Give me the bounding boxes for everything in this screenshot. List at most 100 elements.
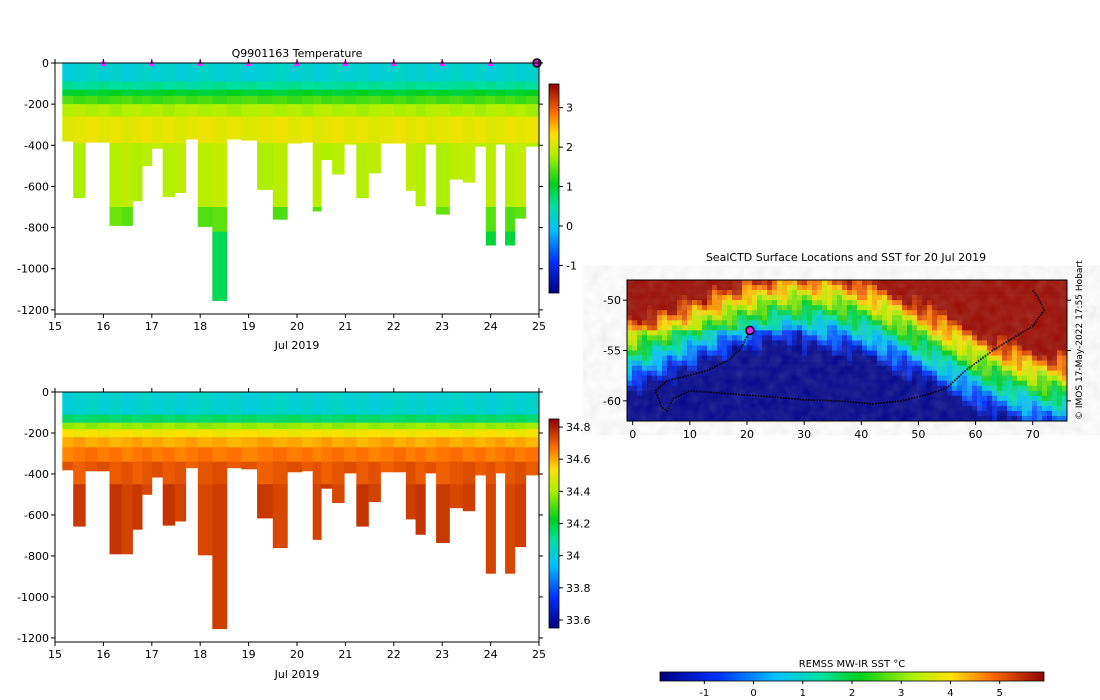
temperature-cell (462, 116, 476, 144)
salinity-cell (257, 437, 274, 448)
temperature-cell (368, 104, 381, 117)
x-tick-label: 17 (145, 320, 159, 333)
temperature-cell (142, 143, 153, 167)
temperature-cell (436, 63, 450, 82)
temperature-cell (344, 81, 357, 91)
salinity-cell (332, 484, 345, 503)
temperature-cell (462, 81, 476, 91)
salinity-cell (197, 428, 213, 438)
salinity-cell (332, 461, 345, 485)
temperature-cell (449, 89, 464, 97)
salinity-cell (162, 484, 176, 526)
temperature-cell (505, 207, 516, 233)
salinity-cell (514, 414, 527, 424)
temperature-cell (356, 143, 369, 199)
salinity-cell (485, 461, 496, 485)
temperature-cell (73, 143, 86, 199)
temperature-cell (287, 116, 303, 144)
salinity-cell (212, 392, 228, 415)
temperature-cell (405, 89, 416, 97)
salinity-cell (185, 461, 199, 469)
map-x-tick-label: 70 (1026, 428, 1040, 441)
salinity-cell (162, 422, 176, 430)
temperature-cell (514, 81, 527, 91)
temperature-cell (344, 95, 357, 105)
temperature-cell (485, 63, 496, 82)
salinity-cell (257, 422, 274, 430)
temperature-cell (226, 116, 242, 140)
salinity-cell (462, 447, 476, 462)
temperature-cell (462, 104, 476, 117)
temperature-cell (97, 116, 110, 143)
temperature-cell (368, 116, 381, 144)
temperature-cell (226, 104, 242, 117)
temperature-cell (257, 95, 274, 105)
salinity-cell (185, 414, 199, 424)
salinity-cell (85, 447, 98, 462)
salinity-cell (368, 392, 381, 415)
temperature-cell (415, 104, 426, 117)
salinity-cell (212, 484, 228, 630)
temperature-cell (321, 104, 333, 117)
salinity-cell (272, 447, 288, 462)
temperature-cell (462, 63, 476, 82)
salinity-cell (287, 422, 303, 430)
temperature-cell (151, 116, 164, 144)
temperature-cell (321, 89, 333, 97)
temperature-cell (449, 81, 464, 91)
salinity-cell (151, 447, 164, 462)
salinity-cell (380, 422, 395, 430)
temperature-cell (174, 104, 187, 117)
temperature-cell (142, 63, 153, 82)
salinity-cell (85, 414, 98, 424)
salinity-cell (73, 414, 86, 424)
salinity-cell (449, 437, 464, 448)
salinity-cell (151, 422, 164, 430)
salinity-cell (485, 447, 496, 462)
salinity-cell (109, 484, 122, 555)
salinity-cell (425, 461, 437, 474)
salinity-cell (174, 428, 187, 438)
salinity-cell (485, 414, 496, 424)
temperature-colorbar-ticks: 3 2 1 0 -1 (559, 102, 577, 272)
salinity-cell (393, 428, 407, 438)
temperature-cell (495, 63, 506, 82)
salinity-cell (73, 422, 86, 430)
temperature-cell (212, 143, 228, 208)
salinity-cell (121, 461, 133, 485)
x-tick-label: 15 (48, 648, 62, 661)
temperature-cell (121, 95, 133, 105)
temperature-cell (393, 95, 407, 105)
temperature-cell (121, 143, 133, 208)
salinity-cell (226, 392, 242, 415)
salinity-cell (174, 484, 187, 522)
salinity-cell (425, 414, 437, 424)
temperature-cell (85, 89, 98, 97)
salinity-cell (436, 447, 450, 462)
temperature-cell (485, 89, 496, 97)
salinity-cell (312, 437, 322, 448)
salinity-cell (301, 461, 314, 472)
temperature-cell (73, 104, 86, 117)
temperature-cell (332, 104, 345, 117)
temperature-cell (142, 89, 153, 97)
salinity-cell (344, 447, 357, 462)
salinity-cell (197, 484, 213, 556)
salinity-cell (505, 414, 516, 424)
salinity-cell (272, 484, 288, 549)
temperature-cell (62, 95, 74, 105)
salinity-cell (121, 392, 133, 415)
map-x-tick-label: 0 (629, 428, 636, 441)
x-tick-label: 18 (193, 648, 207, 661)
temperature-cell (474, 81, 487, 91)
temperature-cell (121, 207, 133, 226)
salinity-cell (62, 447, 74, 462)
temperature-cell (257, 81, 274, 91)
temperature-cell (257, 104, 274, 117)
salinity-cell (449, 447, 464, 462)
salinity-cell (272, 422, 288, 430)
salinity-cell (142, 392, 153, 415)
salinity-cell (356, 437, 369, 448)
salinity-cell (344, 428, 357, 438)
salinity-cell (380, 437, 395, 448)
